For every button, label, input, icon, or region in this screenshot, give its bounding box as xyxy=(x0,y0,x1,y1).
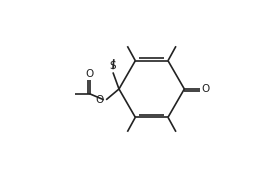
Text: O: O xyxy=(96,95,104,105)
Text: O: O xyxy=(85,69,94,79)
Text: S: S xyxy=(110,61,116,71)
Text: O: O xyxy=(202,84,210,94)
